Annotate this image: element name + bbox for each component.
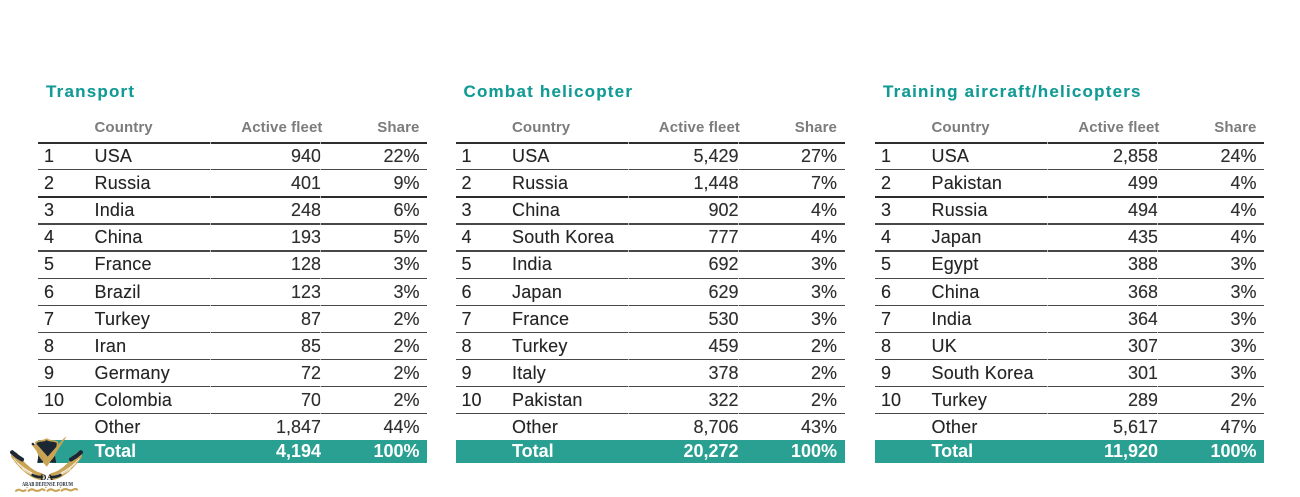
svg-text:DA: DA <box>40 472 54 482</box>
svg-text:ARAB DEFENSE FORUM: ARAB DEFENSE FORUM <box>22 481 73 488</box>
